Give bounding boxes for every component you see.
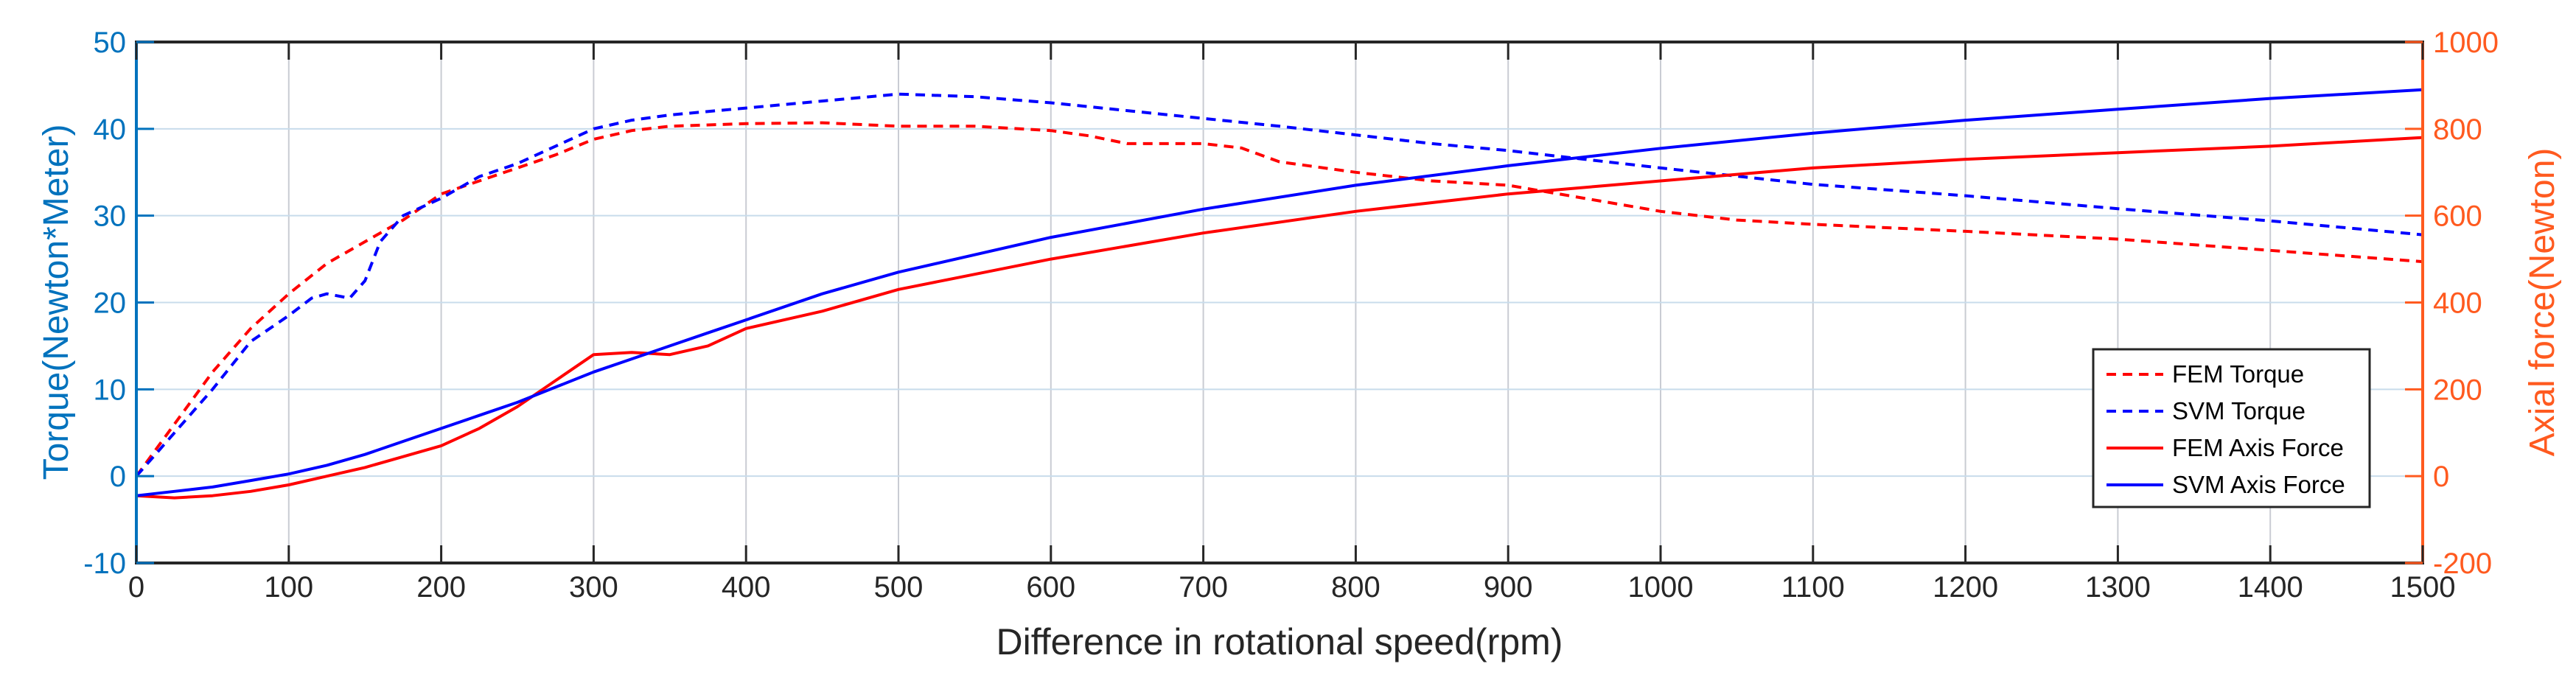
x-tick-label: 900: [1484, 571, 1533, 604]
legend-label-fem-axis-force: FEM Axis Force: [2172, 434, 2344, 461]
x-axis-label: Difference in rotational speed(rpm): [996, 621, 1563, 662]
legend-label-fem-torque: FEM Torque: [2172, 360, 2304, 388]
left-y-tick-label: 40: [94, 113, 127, 146]
left-axis-label: Torque(Newton*Meter): [37, 125, 76, 480]
x-tick-label: 200: [416, 571, 466, 604]
x-tick-label: 100: [264, 571, 313, 604]
x-tick-label: 0: [128, 571, 144, 604]
series-line-svm-axis-force: [136, 88, 2423, 497]
right-y-tick-label: 400: [2433, 287, 2482, 320]
left-y-tick-label: 30: [94, 200, 127, 233]
x-tick-label: 400: [722, 571, 771, 604]
legend-label-svm-axis-force: SVM Axis Force: [2172, 471, 2345, 498]
left-y-tick-label: 10: [94, 374, 127, 406]
x-tick-label: 600: [1026, 571, 1075, 604]
left-y-tick-label: 0: [110, 461, 126, 493]
left-y-tick-label: -10: [83, 548, 126, 580]
legend-label-svm-torque: SVM Torque: [2172, 397, 2306, 424]
x-tick-label: 1200: [1933, 571, 1998, 604]
x-tick-label: 1400: [2238, 571, 2303, 604]
left-y-tick-label: 50: [94, 27, 127, 59]
right-y-tick-label: 800: [2433, 113, 2482, 146]
plot-series: [135, 88, 2423, 500]
x-tick-label: 800: [1331, 571, 1381, 604]
left-y-tick-label: 20: [94, 287, 127, 320]
right-y-tick-label: 0: [2433, 461, 2449, 493]
x-tick-label: 1300: [2085, 571, 2151, 604]
x-tick-label: 1100: [1781, 571, 1845, 604]
x-tick-label: 1000: [1628, 571, 1694, 604]
x-tick-label: 1500: [2390, 571, 2456, 604]
right-axis-label: Axial force(Newton): [2523, 148, 2562, 457]
x-tick-label: 300: [569, 571, 618, 604]
series-line-fem-torque: [135, 121, 2423, 478]
right-y-tick-label: 1000: [2433, 27, 2499, 59]
x-tick-label: 500: [874, 571, 924, 604]
right-y-tick-label: 600: [2433, 200, 2482, 233]
x-tick-label: 700: [1179, 571, 1228, 604]
series-line-svm-torque: [135, 92, 2423, 478]
legend: FEM Torque SVM Torque FEM Axis Force SVM Ax…: [2092, 348, 2371, 508]
series-line-fem-axis-force: [136, 136, 2423, 500]
axis-ticks: 0 100 200 300 400 500 600 700 800 900 1000 1100 1200…: [83, 27, 2499, 604]
right-y-tick-label: -200: [2433, 548, 2492, 580]
right-y-tick-label: 200: [2433, 374, 2482, 406]
